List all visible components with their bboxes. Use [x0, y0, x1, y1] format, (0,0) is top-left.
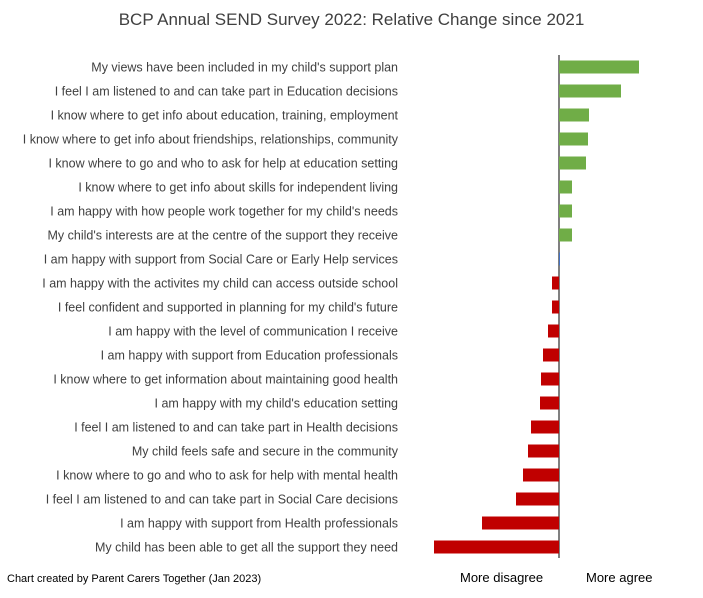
bar	[559, 108, 589, 122]
axis-caption-agree: More agree	[586, 570, 653, 585]
bar	[541, 372, 559, 386]
category-label: I feel I am listened to and can take par…	[46, 493, 398, 507]
category-label: I know where to get information about ma…	[53, 373, 398, 387]
chart-credit: Chart created by Parent Carers Together …	[7, 573, 262, 585]
bar	[543, 348, 559, 362]
bar	[516, 492, 559, 506]
category-label: I know where to go and who to ask for he…	[48, 157, 398, 171]
bar	[548, 324, 559, 338]
bar	[559, 84, 621, 98]
bar	[559, 228, 572, 242]
chart-title: BCP Annual SEND Survey 2022: Relative Ch…	[118, 10, 585, 29]
category-label: I am happy with support from Social Care…	[44, 253, 398, 267]
category-label: I feel I am listened to and can take par…	[55, 85, 398, 99]
category-label: My child feels safe and secure in the co…	[132, 445, 399, 459]
bar	[552, 300, 559, 314]
bar	[434, 540, 559, 554]
category-label: My views have been included in my child'…	[91, 61, 398, 75]
category-label: I am happy with the activites my child c…	[42, 277, 398, 291]
bar	[482, 516, 559, 530]
bar	[540, 396, 559, 410]
category-label: My child has been able to get all the su…	[95, 541, 398, 555]
bar	[559, 204, 572, 218]
category-label: I am happy with how people work together…	[50, 205, 398, 219]
bar	[552, 276, 559, 290]
category-label: I know where to get info about education…	[51, 109, 399, 123]
category-label: I am happy with support from Education p…	[101, 349, 398, 363]
axis-caption-disagree: More disagree	[460, 570, 544, 585]
bar	[559, 156, 586, 170]
category-label: I am happy with the level of communicati…	[108, 325, 398, 339]
category-label: I know where to go and who to ask for he…	[56, 469, 398, 483]
bar	[559, 132, 588, 146]
category-label: I feel I am listened to and can take par…	[74, 421, 398, 435]
bar	[559, 252, 560, 266]
category-label: I am happy with my child's education set…	[155, 397, 399, 411]
category-label: My child's interests are at the centre o…	[48, 229, 399, 243]
category-label: I know where to get info about friendshi…	[23, 133, 399, 147]
bar	[559, 60, 639, 74]
bar	[528, 444, 559, 458]
category-label: I feel confident and supported in planni…	[58, 301, 398, 315]
bar	[531, 420, 559, 434]
bar	[559, 180, 572, 194]
category-label: I know where to get info about skills fo…	[78, 181, 398, 195]
category-label: I am happy with support from Health prof…	[120, 517, 398, 531]
bar	[523, 468, 559, 482]
